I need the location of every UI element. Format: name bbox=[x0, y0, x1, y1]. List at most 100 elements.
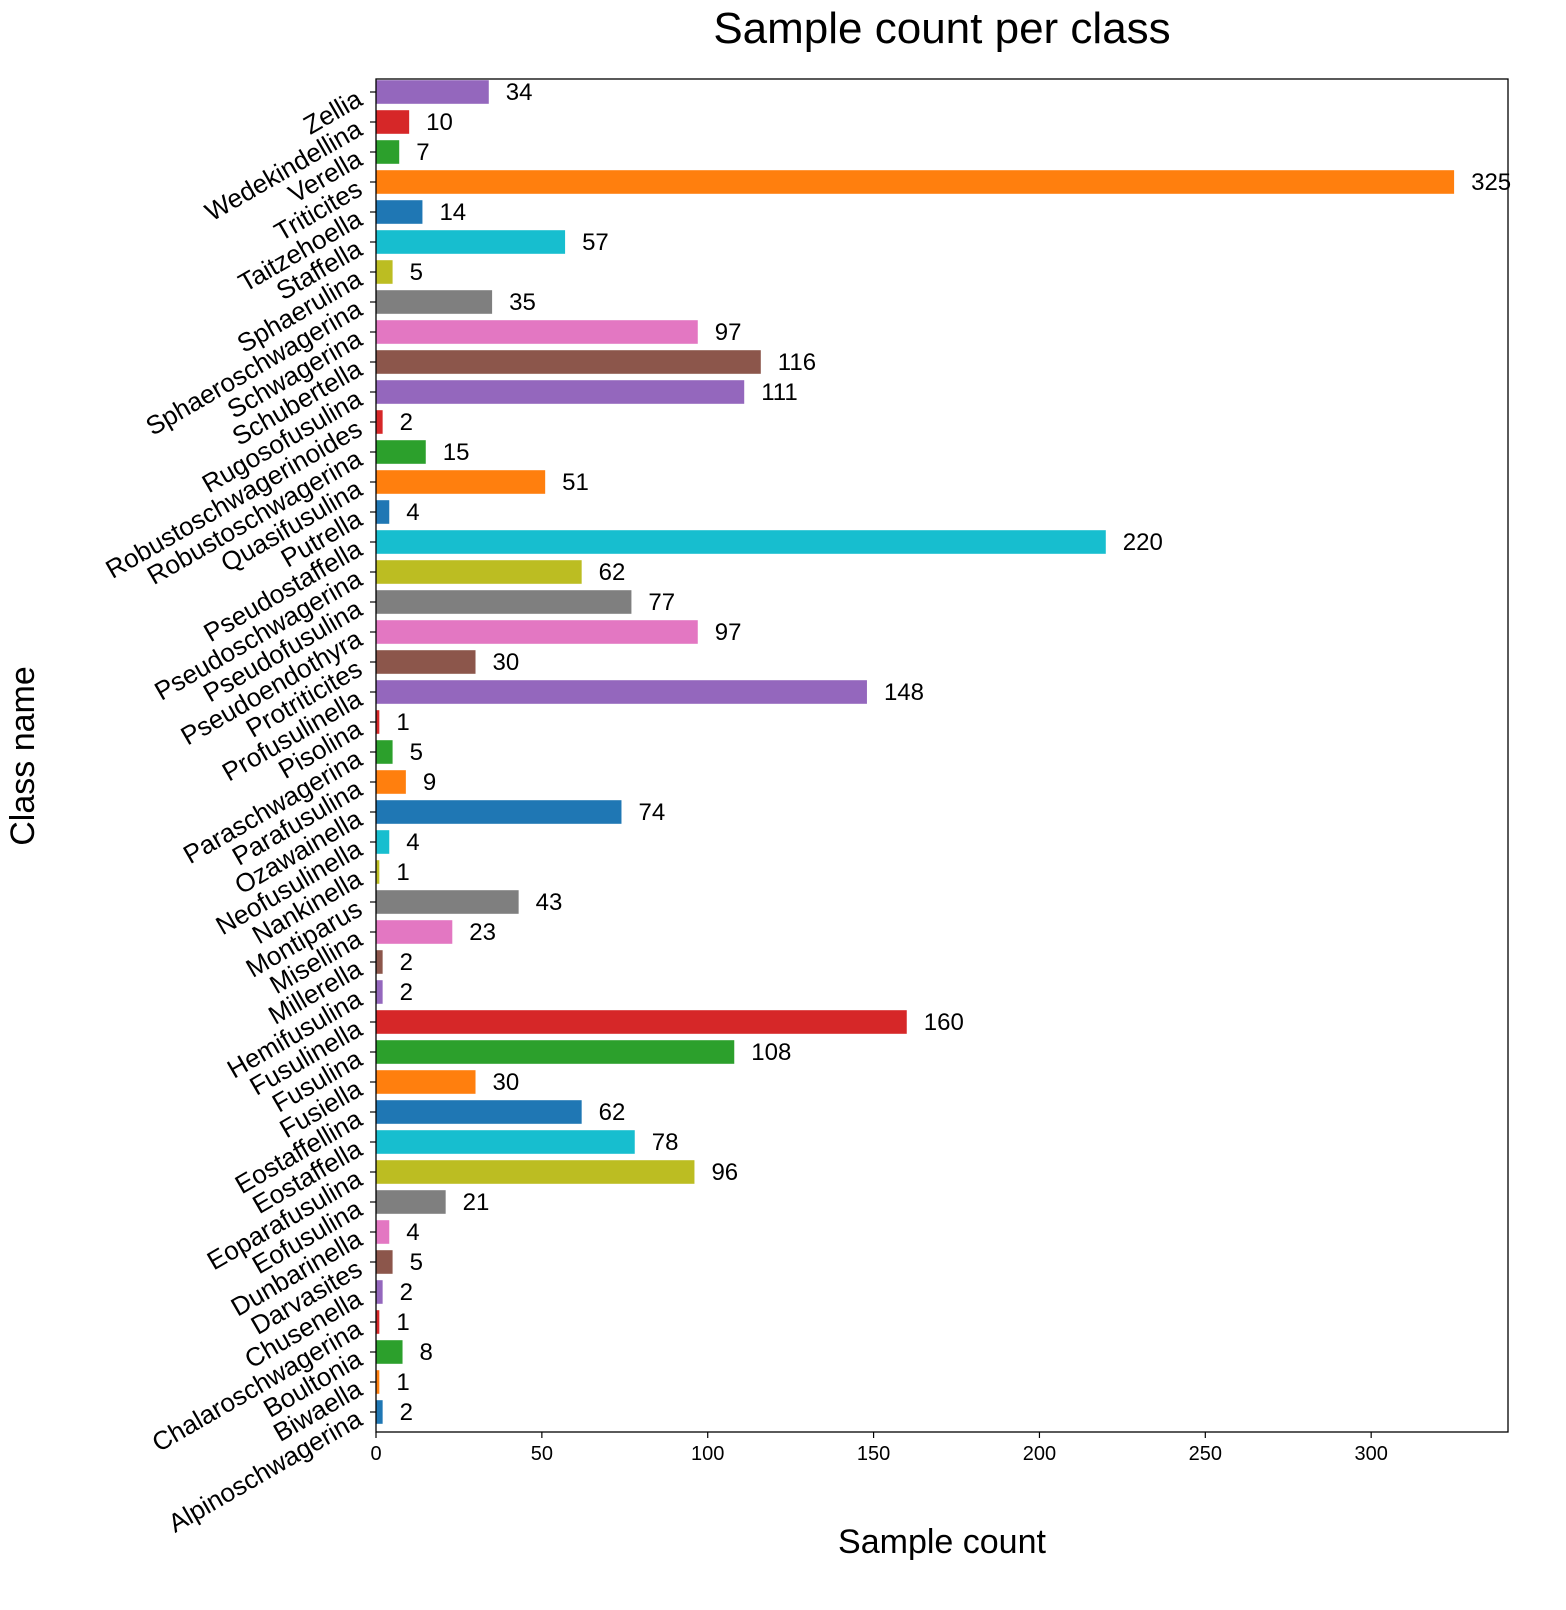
bar-ozawainella bbox=[376, 800, 622, 824]
bar-schubertella bbox=[376, 350, 761, 374]
data-label: 220 bbox=[1123, 529, 1163, 556]
data-label: 1 bbox=[396, 1309, 409, 1336]
bar-fusiella bbox=[376, 1070, 476, 1094]
data-label: 2 bbox=[400, 1399, 413, 1426]
data-label: 1 bbox=[396, 709, 409, 736]
bar-pseudostaffella bbox=[376, 530, 1106, 554]
x-axis-label: Sample count bbox=[838, 1523, 1046, 1561]
bar-parafusulina bbox=[376, 770, 406, 794]
data-label: 97 bbox=[715, 319, 742, 346]
data-label: 57 bbox=[582, 229, 609, 256]
bar-putrella bbox=[376, 500, 390, 524]
data-label: 2 bbox=[400, 409, 413, 436]
data-label: 2 bbox=[400, 979, 413, 1006]
bar-boultonia bbox=[376, 1340, 403, 1364]
data-label: 5 bbox=[410, 1249, 423, 1276]
bar-fusulina bbox=[376, 1040, 735, 1064]
x-axis-ticks: 0 50 100 150 200 250 300 bbox=[370, 1432, 1388, 1465]
bar-hemifusulina bbox=[376, 980, 383, 1004]
data-label: 325 bbox=[1471, 169, 1511, 196]
bar-millerella bbox=[376, 950, 383, 974]
bar-rugosofusulina bbox=[376, 380, 745, 404]
data-label: 116 bbox=[778, 349, 816, 376]
bar-quasifusulina bbox=[376, 470, 546, 494]
data-label: 1 bbox=[396, 1369, 409, 1396]
bar-wedekindellina bbox=[376, 110, 410, 134]
data-label: 4 bbox=[406, 499, 419, 526]
data-label: 14 bbox=[439, 199, 466, 226]
data-label: 4 bbox=[406, 1219, 419, 1246]
bar-dunbarinella bbox=[376, 1220, 390, 1244]
bar-staffella bbox=[376, 230, 566, 254]
data-label: 2 bbox=[400, 949, 413, 976]
data-label: 5 bbox=[410, 259, 423, 286]
bar-robustoschwagerinoides bbox=[376, 410, 383, 434]
data-label: 74 bbox=[638, 799, 665, 826]
bar-fusulinella bbox=[376, 1010, 907, 1034]
data-label: 62 bbox=[599, 1099, 626, 1126]
x-tick-label: 50 bbox=[531, 1443, 553, 1465]
x-tick-label: 200 bbox=[1023, 1443, 1056, 1465]
bar-chalaroschwagerina bbox=[376, 1310, 380, 1334]
data-label: 78 bbox=[652, 1129, 679, 1156]
x-tick-label: 100 bbox=[691, 1443, 724, 1465]
bar-pisolina bbox=[376, 710, 380, 734]
data-label: 1 bbox=[396, 859, 409, 886]
bar-eostaffella bbox=[376, 1130, 635, 1154]
data-label: 23 bbox=[469, 919, 496, 946]
bar-protriticites bbox=[376, 650, 476, 674]
x-tick-label: 250 bbox=[1189, 1443, 1222, 1465]
bar-schwagerina bbox=[376, 320, 698, 344]
bar-chusenella bbox=[376, 1280, 383, 1304]
data-label: 35 bbox=[509, 289, 536, 316]
bar-pseudoschwagerina bbox=[376, 560, 582, 584]
bar-paraschwagerina bbox=[376, 740, 393, 764]
data-label: 5 bbox=[410, 739, 423, 766]
data-label: 21 bbox=[463, 1189, 490, 1216]
data-label: 2 bbox=[400, 1279, 413, 1306]
data-labels-group: 2181254219678623010816022234314749511483… bbox=[396, 79, 1511, 1426]
data-label: 4 bbox=[406, 829, 419, 856]
x-tick-label: 0 bbox=[370, 1443, 381, 1465]
data-label: 30 bbox=[493, 649, 520, 676]
data-label: 62 bbox=[599, 559, 626, 586]
bar-nankinella bbox=[376, 860, 380, 884]
bar-eoparafusulina bbox=[376, 1160, 695, 1184]
bar-alpinoschwagerina bbox=[376, 1400, 383, 1424]
bar-verella bbox=[376, 140, 400, 164]
data-label: 9 bbox=[423, 769, 436, 796]
bar-montiparus bbox=[376, 890, 519, 914]
data-label: 97 bbox=[715, 619, 742, 646]
plot-frame bbox=[375, 78, 1509, 1433]
data-label: 111 bbox=[761, 379, 797, 406]
bar-sphaeroschwagerina bbox=[376, 290, 493, 314]
bar-neofusulinella bbox=[376, 830, 390, 854]
chart-title: Sample count per class bbox=[713, 4, 1170, 53]
bar-zellia bbox=[376, 80, 489, 104]
bar-sphaerulina bbox=[376, 260, 393, 284]
x-tick-label: 300 bbox=[1354, 1443, 1387, 1465]
data-label: 15 bbox=[443, 439, 470, 466]
data-label: 7 bbox=[416, 139, 429, 166]
bar-pseudoendothyra bbox=[376, 620, 698, 644]
y-axis-label: Class name bbox=[4, 666, 42, 846]
x-tick-label: 150 bbox=[857, 1443, 890, 1465]
data-label: 34 bbox=[506, 79, 533, 106]
data-label: 108 bbox=[751, 1039, 791, 1066]
bar-profusulinella bbox=[376, 680, 867, 704]
data-label: 8 bbox=[420, 1339, 433, 1366]
bar-pseudofusulina bbox=[376, 590, 632, 614]
bar-eofusulina bbox=[376, 1190, 446, 1214]
data-label: 43 bbox=[536, 889, 563, 916]
bar-darvasites bbox=[376, 1250, 393, 1274]
data-label: 10 bbox=[426, 109, 453, 136]
bar-eostaffellina bbox=[376, 1100, 582, 1124]
data-label: 30 bbox=[493, 1069, 520, 1096]
bar-taitzehoella bbox=[376, 200, 423, 224]
data-label: 51 bbox=[562, 469, 589, 496]
data-label: 77 bbox=[648, 589, 675, 616]
bar-biwaella bbox=[376, 1370, 380, 1394]
bars-group bbox=[376, 80, 1455, 1424]
data-label: 160 bbox=[924, 1009, 964, 1036]
